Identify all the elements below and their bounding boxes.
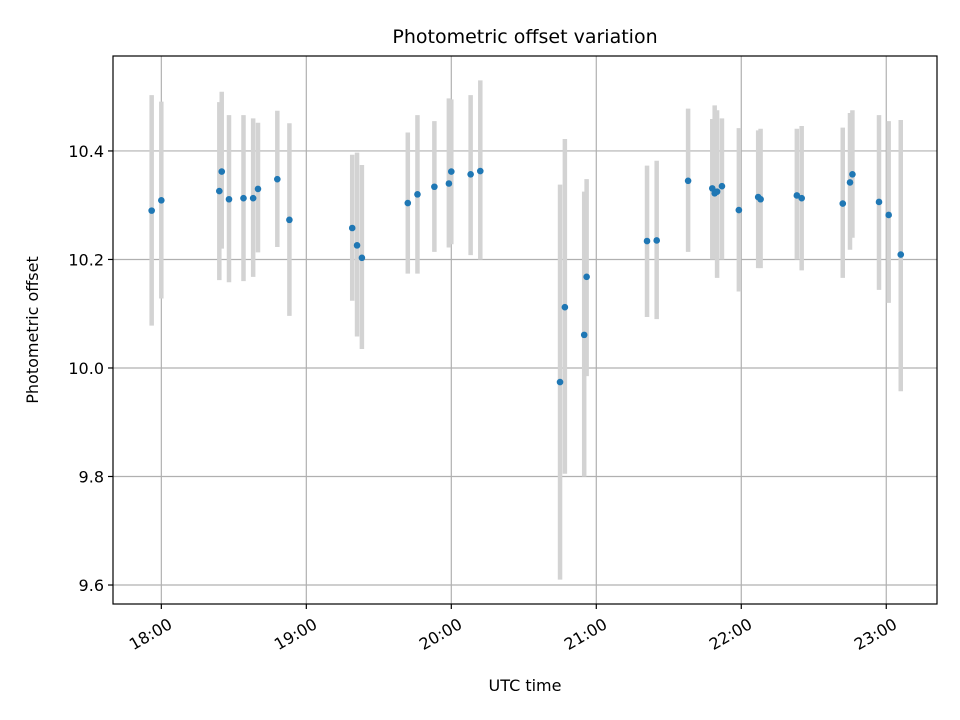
error-bars bbox=[149, 80, 904, 580]
data-point bbox=[718, 182, 726, 190]
data-point bbox=[556, 378, 564, 386]
x-tick-label: 23:00 bbox=[851, 614, 900, 654]
data-point bbox=[713, 188, 721, 195]
x-tick-label: 19:00 bbox=[271, 614, 320, 654]
gridlines bbox=[113, 56, 937, 604]
x-tick-label: 20:00 bbox=[416, 614, 465, 654]
y-tick-label: 10.2 bbox=[68, 250, 104, 269]
y-tick-label: 10.0 bbox=[68, 359, 104, 378]
data-point bbox=[225, 195, 233, 203]
axis-ticks: 18:00 19:00 20:00 21:00 22:00 23:00 9.6 9.8 10.0… bbox=[68, 142, 900, 654]
data-point bbox=[846, 179, 854, 186]
data-point bbox=[757, 195, 764, 203]
data-point bbox=[580, 331, 588, 339]
data-point bbox=[218, 168, 226, 175]
data-point bbox=[643, 237, 651, 245]
data-point bbox=[793, 192, 801, 199]
x-tick-label: 22:00 bbox=[706, 614, 755, 654]
data-point bbox=[240, 194, 247, 202]
plot-frame bbox=[112, 55, 938, 605]
y-axis-label: Photometric offset bbox=[23, 256, 42, 404]
data-point bbox=[353, 242, 361, 249]
data-point bbox=[798, 194, 805, 202]
data-point bbox=[249, 194, 257, 202]
data-point bbox=[431, 183, 438, 191]
data-point bbox=[286, 216, 293, 224]
x-tick-label: 21:00 bbox=[561, 614, 610, 654]
data-point bbox=[476, 167, 484, 175]
data-point bbox=[708, 185, 716, 192]
y-tick-label: 9.8 bbox=[79, 467, 104, 486]
data-point bbox=[216, 187, 223, 195]
x-axis-label: UTC time bbox=[489, 676, 562, 695]
data-point bbox=[653, 237, 660, 244]
data-point bbox=[158, 197, 165, 204]
data-point bbox=[467, 170, 474, 178]
data-point bbox=[404, 199, 412, 207]
data-point bbox=[148, 207, 155, 214]
data-point bbox=[839, 200, 847, 207]
data-point bbox=[897, 251, 905, 258]
data-point bbox=[414, 191, 421, 198]
data-points bbox=[148, 167, 905, 386]
data-point bbox=[684, 177, 692, 185]
data-point bbox=[583, 273, 590, 281]
data-point bbox=[561, 303, 569, 311]
data-point bbox=[274, 175, 281, 183]
data-point bbox=[447, 168, 455, 175]
data-point bbox=[348, 224, 356, 232]
y-tick-label: 10.4 bbox=[68, 142, 104, 161]
chart-title: Photometric offset variation bbox=[392, 26, 657, 48]
data-point bbox=[885, 211, 892, 219]
y-tick-label: 9.6 bbox=[79, 576, 104, 595]
data-point bbox=[358, 254, 366, 262]
data-point bbox=[875, 198, 883, 206]
data-point bbox=[735, 206, 743, 214]
data-point bbox=[445, 180, 453, 187]
data-point bbox=[254, 185, 262, 193]
data-point bbox=[849, 170, 856, 178]
x-tick-label: 18:00 bbox=[126, 614, 175, 654]
